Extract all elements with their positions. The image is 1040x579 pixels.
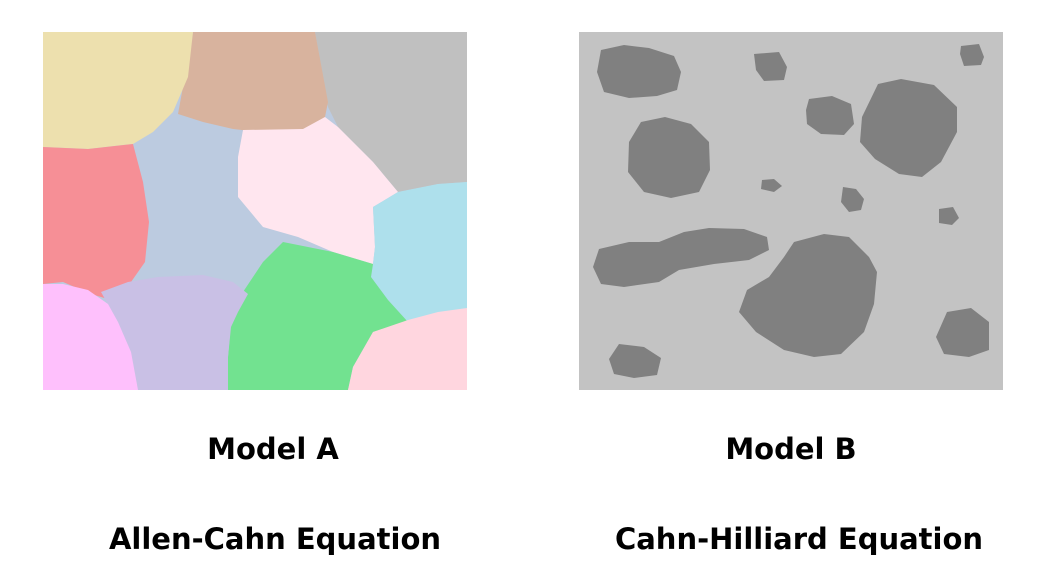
grain-light-pink (348, 308, 467, 390)
particle (960, 44, 984, 66)
particle (939, 207, 959, 225)
allen-cahn-equation-label: Allen-Cahn Equation (108, 522, 442, 556)
grain-lavender (101, 275, 248, 390)
model-a-title: Model A (207, 432, 339, 466)
particle (628, 117, 710, 198)
particle (806, 96, 854, 135)
cahn-hilliard-equation-label: Cahn-Hilliard Equation (614, 522, 984, 556)
grain-grey (315, 32, 467, 192)
particle (597, 45, 681, 98)
particle (841, 187, 864, 212)
particle (761, 179, 782, 192)
grain-map (43, 32, 467, 390)
cahn-hilliard-microstructure-image (579, 32, 1003, 390)
particle (609, 344, 661, 378)
grain-magenta (43, 284, 138, 390)
grain-green (228, 242, 408, 390)
particle (754, 52, 787, 81)
grain-pink (238, 117, 398, 264)
allen-cahn-microstructure-image (43, 32, 467, 390)
phase-separation-map (579, 32, 1003, 390)
grain-red (43, 144, 149, 300)
model-b-title: Model B (725, 432, 857, 466)
grain-yellow (43, 32, 193, 149)
particle (593, 228, 769, 287)
particle (936, 308, 989, 357)
particle (739, 234, 877, 357)
grain-cyan (371, 182, 467, 322)
grain-tan (178, 32, 328, 133)
particle (860, 79, 957, 177)
